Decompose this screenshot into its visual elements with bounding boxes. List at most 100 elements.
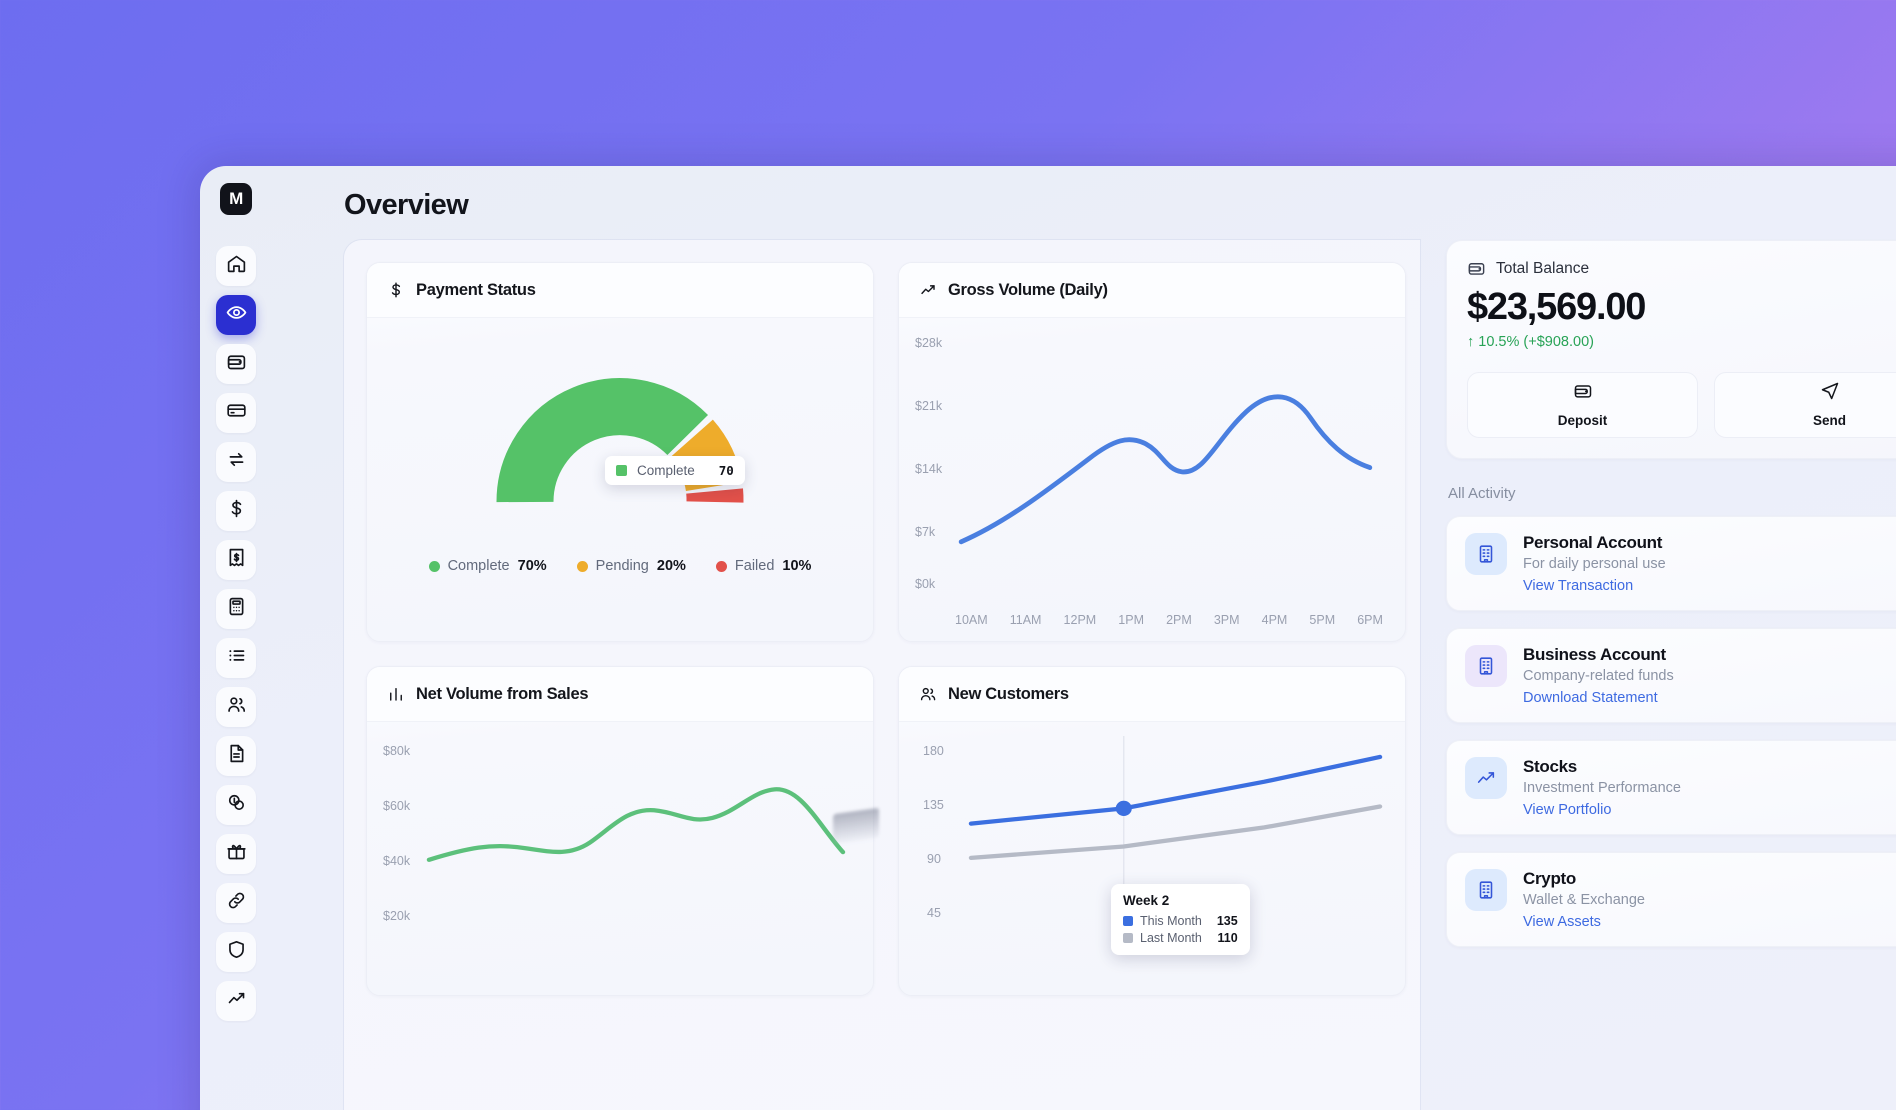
- sidebar-item-rewards[interactable]: [216, 834, 256, 874]
- gross-volume-chart[interactable]: $28k $21k $14k $7k $0k 10AM: [915, 328, 1389, 627]
- dollar-icon: [226, 498, 247, 524]
- tooltip-value: 135: [1216, 914, 1238, 928]
- card-header: Net Volume from Sales: [367, 667, 873, 722]
- x-tick-label: 6PM: [1357, 613, 1383, 627]
- card-payment-status: Payment Status: [366, 262, 874, 642]
- plot-area: [421, 736, 853, 955]
- list-item-text: Business Account Company-related funds D…: [1523, 645, 1674, 706]
- sidebar-item-home[interactable]: [216, 246, 256, 286]
- shield-icon: [226, 939, 247, 965]
- x-tick-label: 10AM: [955, 613, 988, 627]
- card-body: $28k $21k $14k $7k $0k 10AM: [899, 318, 1405, 641]
- y-tick-label: 45: [927, 906, 941, 920]
- series-line-last-month: [968, 804, 1383, 861]
- y-tick-label: $20k: [383, 909, 411, 923]
- page-title: Overview: [344, 189, 469, 221]
- deposit-button[interactable]: Deposit: [1467, 371, 1698, 438]
- balance-actions: Deposit Send: [1467, 371, 1896, 438]
- send-button[interactable]: Send: [1714, 371, 1896, 438]
- users-icon: [226, 694, 247, 720]
- calculator-icon: [226, 596, 247, 622]
- list-item[interactable]: Crypto Wallet & Exchange View Assets: [1446, 851, 1896, 947]
- net-volume-chart[interactable]: $80k $60k $40k $20k: [383, 732, 857, 981]
- building-icon: [1465, 532, 1507, 575]
- sidebar-item-lists[interactable]: [216, 638, 256, 678]
- y-tick-label: 90: [927, 852, 941, 866]
- legend-item-failed[interactable]: Failed 10%: [715, 558, 811, 574]
- sidebar: M: [200, 166, 272, 1110]
- link-icon: [226, 890, 247, 916]
- series-line-gross-volume: [958, 394, 1373, 545]
- card-gross-volume: Gross Volume (Daily) $28k $21k $14k $7k …: [898, 262, 1406, 642]
- brand-logo[interactable]: M: [220, 183, 252, 215]
- list-item[interactable]: Personal Account For daily personal use …: [1446, 515, 1896, 611]
- sidebar-item-payments[interactable]: [216, 491, 256, 531]
- tooltip-label: Last Month: [1140, 931, 1202, 945]
- sidebar-item-links[interactable]: [216, 883, 256, 923]
- button-label: Send: [1812, 413, 1846, 429]
- y-tick-label: $40k: [383, 854, 411, 868]
- series-line-this-month: [968, 754, 1383, 826]
- tooltip-row: Last Month 110: [1123, 931, 1238, 945]
- sidebar-item-overview[interactable]: [216, 295, 256, 335]
- activity-section-title: All Activity: [1448, 484, 1516, 502]
- list-item-title: Personal Account: [1523, 532, 1663, 552]
- y-tick-label: $28k: [915, 336, 943, 350]
- x-tick-label: 4PM: [1261, 613, 1288, 627]
- hover-point: [1115, 800, 1132, 816]
- tooltip-label: This Month: [1140, 914, 1202, 928]
- plot-area: [963, 736, 1385, 955]
- sidebar-item-coins[interactable]: [216, 785, 256, 825]
- x-axis-labels: 10AM 11AM 12PM 1PM 2PM 3PM 4PM 5PM 6PM: [955, 613, 1383, 627]
- list-item[interactable]: Stocks Investment Performance View Portf…: [1446, 739, 1896, 835]
- list-item-link[interactable]: View Transaction: [1523, 577, 1634, 594]
- list-item-text: Stocks Investment Performance View Portf…: [1523, 757, 1681, 818]
- new-customers-tooltip: Week 2 This Month 135 Last Month 110: [1111, 884, 1250, 955]
- gauge-chart[interactable]: Complete 70: [383, 328, 857, 548]
- card-title: New Customers: [948, 684, 1069, 703]
- list-item-desc: Investment Performance: [1523, 779, 1681, 796]
- gauge-tooltip: Complete 70: [605, 456, 745, 485]
- sidebar-item-invoices[interactable]: [216, 540, 256, 580]
- building-icon: [1465, 644, 1507, 687]
- sidebar-item-analytics[interactable]: [216, 981, 256, 1021]
- wallet-icon: [1573, 381, 1593, 406]
- sidebar-item-customers[interactable]: [216, 687, 256, 727]
- legend-dot: [428, 560, 440, 572]
- app-window: M: [200, 166, 1896, 1110]
- card-title: Payment Status: [416, 280, 536, 299]
- list-item-link[interactable]: View Assets: [1523, 913, 1601, 930]
- sidebar-item-security[interactable]: [216, 932, 256, 972]
- legend-item-pending[interactable]: Pending 20%: [576, 558, 686, 574]
- x-tick-label: 12PM: [1063, 613, 1097, 627]
- list-item-title: Crypto: [1523, 868, 1576, 888]
- list-item[interactable]: Business Account Company-related funds D…: [1446, 627, 1896, 723]
- series-line-net-volume: [426, 787, 846, 862]
- list-item-title: Business Account: [1523, 644, 1666, 664]
- card-header: Payment Status: [367, 263, 873, 318]
- sidebar-item-calculator[interactable]: [216, 589, 256, 629]
- new-customers-chart[interactable]: 180 135 90 45: [915, 732, 1389, 981]
- list-item-link[interactable]: Download Statement: [1523, 689, 1658, 706]
- balance-header: Total Balance: [1467, 259, 1896, 278]
- y-tick-label: $0k: [915, 577, 936, 591]
- list-item-text: Crypto Wallet & Exchange View Assets: [1523, 869, 1645, 930]
- x-tick-label: 5PM: [1309, 613, 1336, 627]
- trending-up-icon: [226, 988, 247, 1014]
- list-item-desc: Company-related funds: [1523, 667, 1674, 684]
- y-tick-label: 180: [923, 744, 944, 758]
- list-icon: [226, 645, 247, 671]
- trending-up-icon: [1465, 756, 1507, 799]
- sidebar-item-wallet[interactable]: [216, 344, 256, 384]
- card-title: Gross Volume (Daily): [948, 280, 1108, 299]
- sidebar-item-transfers[interactable]: [216, 442, 256, 482]
- legend-item-complete[interactable]: Complete 70%: [428, 558, 547, 574]
- activity-list: Personal Account For daily personal use …: [1446, 515, 1896, 947]
- sidebar-item-cards[interactable]: [216, 393, 256, 433]
- button-label: Deposit: [1557, 413, 1608, 429]
- main-column: Overview Payment Status: [272, 166, 1896, 1110]
- list-item-link[interactable]: View Portfolio: [1523, 801, 1612, 818]
- sidebar-item-documents[interactable]: [216, 736, 256, 776]
- receipt-icon: [226, 547, 247, 573]
- legend-dot: [576, 560, 588, 572]
